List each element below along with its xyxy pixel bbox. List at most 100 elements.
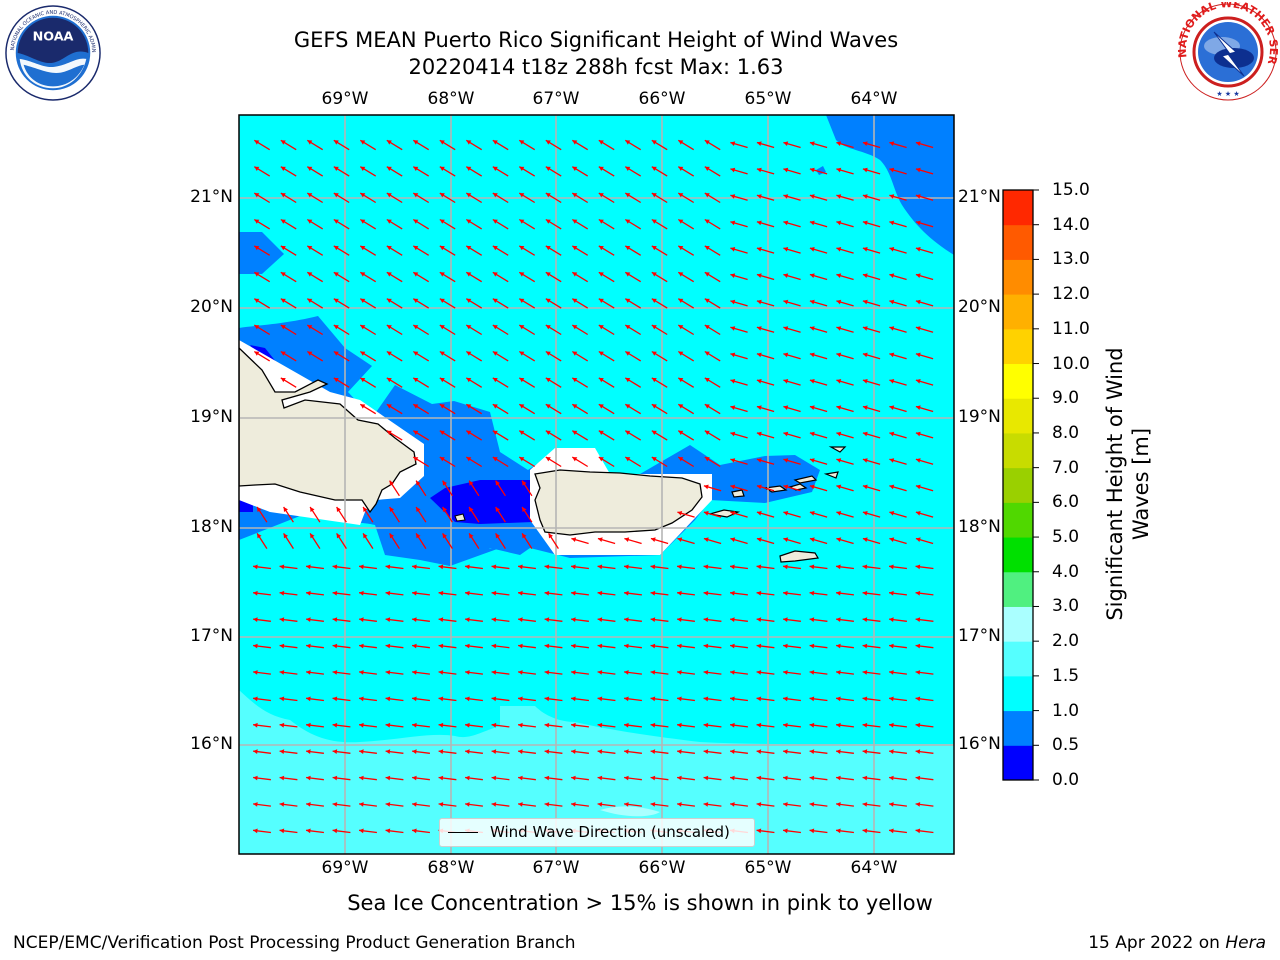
lon-label-top: 64°W	[850, 89, 898, 109]
wind-wave-arrow-head	[889, 326, 895, 331]
wind-wave-arrow-head	[495, 507, 500, 512]
wind-wave-arrow-head	[386, 140, 392, 145]
wind-wave-arrow-head	[491, 749, 497, 754]
wind-wave-arrow-head	[678, 351, 684, 356]
wind-wave-arrow-head	[519, 325, 525, 330]
wind-wave-arrow-head	[836, 590, 841, 596]
wind-wave-arrow-head	[625, 272, 631, 277]
wind-wave-arrow-head	[492, 219, 498, 224]
wind-wave-arrow-head	[651, 351, 657, 356]
wind-wave-arrow-head	[307, 193, 313, 198]
colorbar-tick-label: 0.5	[1052, 735, 1080, 756]
wind-wave-arrow-head	[915, 670, 921, 675]
wind-wave-arrow-head	[862, 167, 868, 173]
wind-wave-arrow-head	[491, 564, 497, 570]
lat-label-left: 19°N	[190, 407, 233, 427]
wind-wave-arrow-head	[625, 298, 631, 303]
wind-wave-arrow-head	[412, 722, 417, 728]
wind-wave-arrow-head	[703, 590, 709, 596]
wind-wave-arrow-head	[915, 247, 921, 252]
wind-wave-arrow-head	[571, 670, 576, 675]
wind-wave-arrow-head	[730, 617, 735, 622]
wind-wave-arrow-head	[306, 564, 311, 570]
wind-wave-arrow-head	[279, 749, 285, 754]
colorbar-segment	[1003, 641, 1033, 677]
footer-date: 15 Apr 2022 on Hera	[1088, 932, 1266, 954]
wind-wave-arrow-head	[412, 828, 417, 834]
wind-wave-arrow-head	[730, 405, 736, 410]
wind-wave-arrow-head	[386, 193, 392, 198]
wind-wave-arrow-head	[915, 802, 921, 807]
wind-wave-arrow-head	[836, 220, 842, 226]
wind-wave-arrow-head	[492, 325, 498, 330]
wind-wave-arrow-head	[889, 802, 894, 807]
wind-wave-arrow-head	[783, 458, 789, 463]
sea-ice-note: Sea Ice Concentration > 15% is shown in …	[347, 891, 933, 915]
graticule	[239, 115, 954, 854]
wind-wave-arrow-head	[677, 564, 682, 570]
wind-wave-arrow-head	[862, 379, 868, 384]
wind-wave-arrow-head	[545, 404, 551, 409]
wind-wave-arrow-head	[597, 617, 603, 622]
wind-wave-arrow-head	[413, 272, 419, 277]
wind-wave-arrow-head	[518, 564, 523, 570]
wind-wave-arrow-head	[522, 507, 527, 512]
wind-wave-arrow-head	[677, 696, 682, 702]
wind-wave-arrow-head	[491, 643, 497, 649]
wind-wave-arrow-head	[889, 828, 894, 834]
wind-wave-arrow-head	[862, 405, 868, 410]
wind-wave-arrow-head	[809, 696, 815, 702]
lon-label-bottom: 69°W	[321, 858, 369, 878]
nws-logo: NATIONAL WEATHER SERVICE ★ ★ ★	[1178, 2, 1278, 101]
wind-wave-arrow-head	[651, 272, 657, 277]
wind-wave-arrow-head	[730, 247, 736, 252]
wind-wave-arrow-head	[439, 325, 445, 330]
wind-wave-arrow-head	[572, 140, 578, 145]
wind-wave-arrow-head	[332, 775, 338, 781]
wind-wave-arrow-head	[783, 299, 789, 305]
wind-wave-arrow-head	[730, 326, 736, 331]
wind-wave-arrow-head	[306, 828, 311, 834]
wind-wave-arrow-head	[360, 325, 366, 330]
wind-wave-arrow-head	[836, 458, 842, 463]
wind-wave-arrow-head	[915, 326, 921, 331]
wind-wave-arrow-head	[332, 828, 338, 834]
wind-wave-arrow-head	[466, 325, 472, 330]
colorbar-segment	[1003, 710, 1033, 746]
wind-wave-arrow-head	[756, 299, 762, 305]
wind-wave-arrow-head	[333, 193, 339, 198]
colorbar-tick-label: 13.0	[1052, 249, 1090, 270]
wind-wave-arrow-head	[650, 643, 656, 649]
land-st-thomas	[763, 485, 788, 493]
colorbar-segment	[1003, 745, 1033, 781]
wind-wave-arrow-head	[545, 193, 551, 198]
wind-wave-arrow-head	[678, 245, 684, 251]
wave-height-band-0p5-1p0-west-small	[239, 232, 284, 274]
wind-wave-arrow-head	[704, 377, 710, 383]
wind-wave-arrow-head	[809, 458, 815, 463]
wind-wave-arrow-head	[572, 457, 578, 462]
wind-wave-arrow-head	[333, 219, 339, 224]
wind-wave-arrow-head	[862, 247, 868, 252]
wind-wave-arrow-head	[253, 749, 258, 754]
colorbar-tick-label: 1.0	[1052, 700, 1080, 721]
wind-wave-arrow-head	[307, 245, 313, 251]
wind-wave-arrow-head	[677, 617, 682, 622]
wind-wave-arrow-head	[756, 405, 762, 410]
wind-wave-arrow-head	[306, 722, 311, 728]
wind-wave-arrow-head	[413, 351, 419, 356]
wind-wave-arrow-head	[439, 351, 445, 356]
wind-wave-arrow-head	[544, 670, 550, 675]
wind-wave-arrow-head	[915, 352, 921, 358]
wind-wave-arrow-head	[862, 141, 868, 146]
wind-wave-arrow-head	[809, 828, 815, 834]
wind-wave-arrow-head	[466, 245, 472, 251]
wind-wave-arrow-head	[862, 696, 868, 702]
wind-wave-arrow-head	[571, 617, 576, 622]
wind-wave-arrow-head	[413, 140, 419, 145]
wind-wave-arrow-head	[386, 272, 392, 277]
wind-wave-arrow-head	[809, 167, 815, 173]
wind-wave-arrow-head	[492, 166, 498, 171]
wind-wave-arrow-head	[730, 775, 735, 781]
wind-wave-arrow-head	[783, 643, 788, 649]
